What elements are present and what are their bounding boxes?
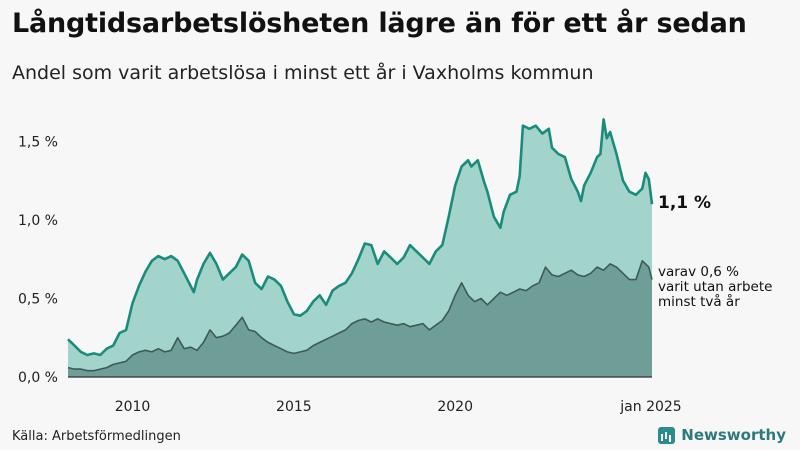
chart-areas (67, 118, 654, 378)
y-tick-label: 0,0 % (18, 370, 58, 386)
y-tick-label: 1,5 % (18, 134, 58, 150)
line-total (67, 118, 654, 357)
y-tick-label: 0,5 % (18, 291, 58, 307)
chart-title: Långtidsarbetslösheten lägre än för ett … (12, 8, 747, 39)
y-tick-label: 1,0 % (18, 213, 58, 229)
long-value-label: varav 0,6 % (658, 264, 739, 280)
line-long (67, 260, 653, 372)
area-long (68, 260, 652, 377)
x-tick-label: 2020 (437, 399, 473, 415)
x-axis: 2010 2015 2020 jan 2025 (115, 399, 682, 415)
y-axis: 0,0 % 0,5 % 1,0 % 1,5 % (18, 134, 58, 386)
long-value-label: minst två år (658, 293, 740, 310)
total-value-label: 1,1 % (658, 193, 711, 213)
newsworthy-logo-icon (658, 426, 676, 444)
x-tick-label: 2015 (276, 399, 312, 415)
brand-name: Newsworthy (681, 426, 786, 444)
source-text: Källa: Arbetsförmedlingen (12, 429, 181, 444)
x-tick-label: 2010 (115, 399, 151, 415)
chart-subtitle: Andel som varit arbetslösa i minst ett å… (12, 62, 594, 84)
long-value-label: varit utan arbete (658, 279, 772, 295)
newsworthy-logo[interactable]: Newsworthy (658, 426, 786, 444)
x-tick-label: jan 2025 (619, 399, 681, 415)
